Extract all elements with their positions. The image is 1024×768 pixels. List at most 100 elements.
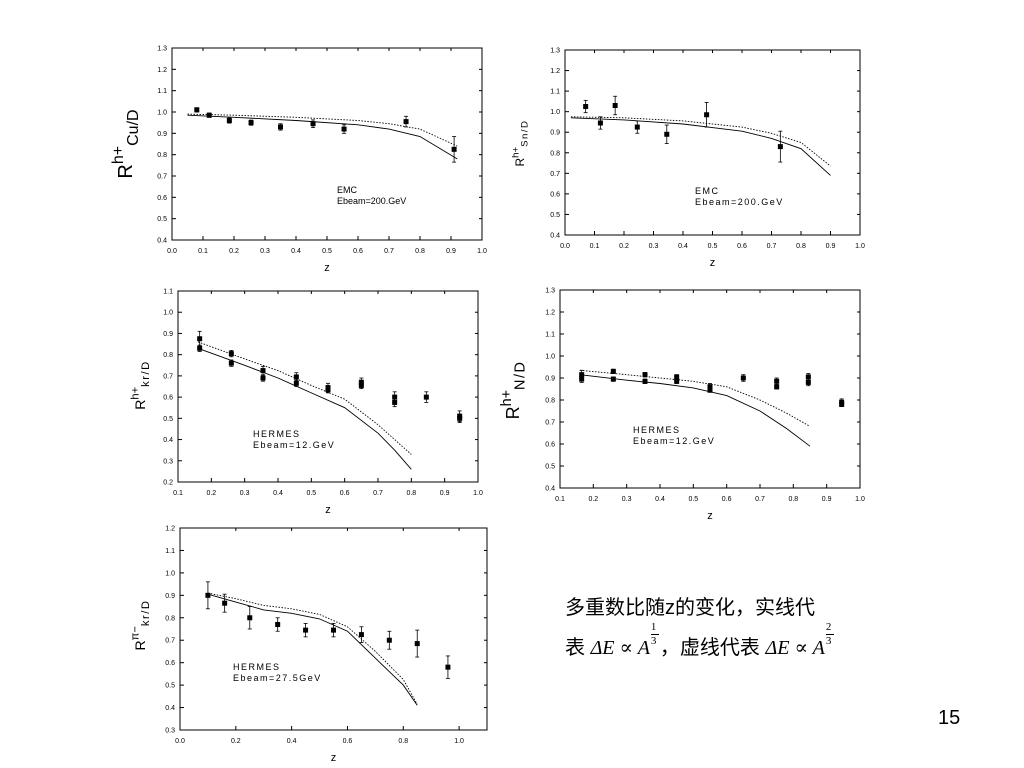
data-point <box>451 136 457 163</box>
data-marker <box>642 378 648 384</box>
x-tick-label: 0.4 <box>655 496 665 503</box>
data-marker <box>392 399 398 405</box>
data-marker <box>386 637 392 643</box>
data-marker <box>704 112 710 118</box>
data-point <box>331 622 336 638</box>
y-axis-label: Rh+N/D <box>499 361 529 420</box>
data-point <box>707 387 713 393</box>
data-marker <box>341 126 347 132</box>
data-point <box>610 368 616 375</box>
y-tick-label: 0.4 <box>545 486 555 493</box>
page-number: 15 <box>938 707 961 729</box>
data-marker <box>197 336 203 342</box>
y-tick-label: 0.5 <box>163 416 173 423</box>
data-point <box>260 365 266 376</box>
chart-panel-2: 0.0 0.1 0.2 0.3 0.4 0.5 0.6 0.7 0.8 0.9 1.0 0.4 0.5 0… <box>511 48 865 270</box>
data-point <box>358 626 364 643</box>
y-axis-label-superscript: h+ <box>511 146 522 157</box>
data-marker <box>451 146 457 152</box>
y-axis-label-subscript: N/D <box>512 361 528 390</box>
x-tick-label: 0.6 <box>737 243 747 250</box>
y-axis-label-subscript: Sn/D <box>520 120 531 147</box>
data-point <box>839 401 845 408</box>
data-point <box>403 115 409 128</box>
data-marker <box>260 375 266 381</box>
y-axis-label: Rh+kr/D <box>130 360 153 409</box>
data-marker <box>226 118 232 124</box>
x-tick-label: 0.8 <box>796 243 806 250</box>
data-point <box>704 102 710 128</box>
y-axis-label-superscript: π− <box>130 626 142 640</box>
data-point <box>423 391 429 403</box>
chart-annotation: HERMES <box>633 425 681 435</box>
solid-line-formula: ΔE ∝ A <box>590 637 650 659</box>
chart-panel-4: 0.1 0.2 0.3 0.4 0.5 0.6 0.7 0.8 0.9 1.0 0.4 0.5 0.6 0… <box>499 288 865 523</box>
y-tick-label: 0.5 <box>165 683 175 690</box>
data-point <box>226 117 232 124</box>
data-marker <box>325 387 331 393</box>
y-tick-label: 0.2 <box>163 480 173 487</box>
data-marker <box>358 632 364 638</box>
x-tick-label: 0.7 <box>384 248 394 255</box>
data-point <box>445 655 451 679</box>
y-tick-label: 0.7 <box>165 638 175 645</box>
x-tick-label: 0.7 <box>755 496 765 503</box>
data-point <box>293 379 299 387</box>
chart-annotation: Ebeam=200.GeV <box>695 197 784 207</box>
y-tick-label: 0.8 <box>165 615 175 622</box>
y-axis-label-subscript: kr/D <box>140 360 152 387</box>
plot-frame <box>559 289 861 489</box>
y-tick-label: 1.1 <box>165 548 175 555</box>
x-tick-label: 1.0 <box>454 738 464 745</box>
y-tick-label: 0.6 <box>550 191 560 198</box>
data-marker <box>194 107 200 113</box>
plot-frame <box>564 49 861 236</box>
x-tick-label: 0.7 <box>373 490 383 497</box>
data-marker <box>293 374 299 380</box>
data-marker <box>260 368 266 374</box>
y-axis-label-main: R <box>115 164 137 178</box>
y-tick-label: 0.6 <box>545 442 555 449</box>
x-tick-label: 0.1 <box>590 243 600 250</box>
y-tick-label: 0.7 <box>163 373 173 380</box>
y-tick-label: 1.1 <box>163 289 173 296</box>
caption-prefix: 表 <box>565 637 585 659</box>
exponent-denominator: 3 <box>650 635 657 647</box>
plot-frame <box>177 290 479 483</box>
y-tick-label: 1.0 <box>165 570 175 577</box>
y-tick-label: 0.5 <box>550 212 560 219</box>
y-tick-label: 1.2 <box>157 67 167 74</box>
data-marker <box>222 600 228 606</box>
data-marker <box>310 121 316 127</box>
x-tick-label: 0.4 <box>287 738 297 745</box>
x-tick-label: 0.2 <box>619 243 629 250</box>
y-tick-label: 1.1 <box>157 88 167 95</box>
x-tick-label: 0.8 <box>788 496 798 503</box>
chart-annotation: EMC <box>695 186 720 196</box>
data-marker <box>777 144 783 150</box>
data-marker <box>774 384 780 390</box>
y-tick-label: 0.5 <box>545 464 555 471</box>
solid-curve <box>187 114 458 160</box>
y-tick-label: 1.0 <box>550 109 560 116</box>
data-marker <box>579 372 585 378</box>
y-tick-label: 1.3 <box>550 48 560 55</box>
y-tick-label: 0.9 <box>157 131 167 138</box>
y-tick-label: 0.3 <box>163 458 173 465</box>
chart-panel-5: 0.0 0.2 0.4 0.6 0.8 1.0 0.3 0.4 0.5 0.6 0.7 0.8 0.9 1… <box>130 526 488 764</box>
data-marker <box>247 615 253 621</box>
data-marker <box>278 124 283 130</box>
data-point <box>197 330 203 347</box>
data-marker <box>197 345 203 351</box>
data-point <box>597 116 603 130</box>
y-tick-label: 0.7 <box>550 171 560 178</box>
data-marker <box>774 378 780 384</box>
y-tick-label: 0.9 <box>550 130 560 137</box>
data-marker <box>228 351 234 357</box>
data-marker <box>707 387 713 393</box>
y-tick-label: 1.1 <box>550 89 560 96</box>
y-axis-label: Rh+Cu/D <box>110 109 142 178</box>
x-tick-label: 0.1 <box>173 490 183 497</box>
data-marker <box>414 641 420 647</box>
